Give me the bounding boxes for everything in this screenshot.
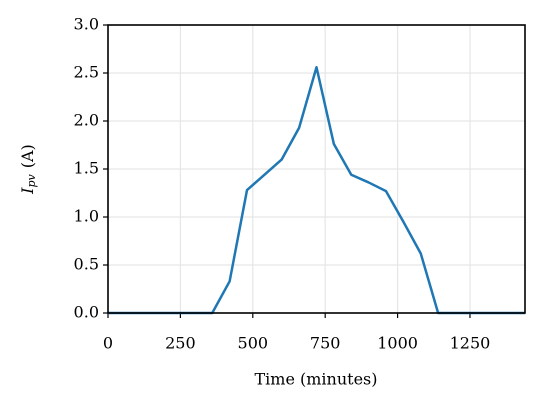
y-label-symbol: I [18, 187, 37, 195]
y-tick-label: 0.0 [74, 303, 99, 322]
data-line [108, 65, 525, 315]
x-axis-label: Time (minutes) [254, 370, 377, 389]
x-tick-label: 250 [165, 334, 196, 353]
y-tick-label: 3.0 [74, 15, 99, 34]
y-label-unit: (A) [18, 144, 37, 168]
x-tick-label: 1000 [377, 334, 418, 353]
x-tick-label: 750 [310, 334, 341, 353]
y-tick-label: 1.5 [74, 159, 99, 178]
y-tick-label: 2.0 [74, 111, 99, 130]
x-tick-label: 0 [103, 334, 113, 353]
y-label-subscript: pv [25, 173, 38, 187]
y-tick-label: 1.0 [74, 207, 99, 226]
y-axis-label: Ipv (A) [18, 144, 39, 195]
y-tick-label: 2.5 [74, 63, 99, 82]
y-tick-label: 0.5 [74, 255, 99, 274]
plot-frame [107, 24, 526, 314]
x-tick-label: 1250 [450, 334, 491, 353]
x-tick-label: 500 [238, 334, 269, 353]
